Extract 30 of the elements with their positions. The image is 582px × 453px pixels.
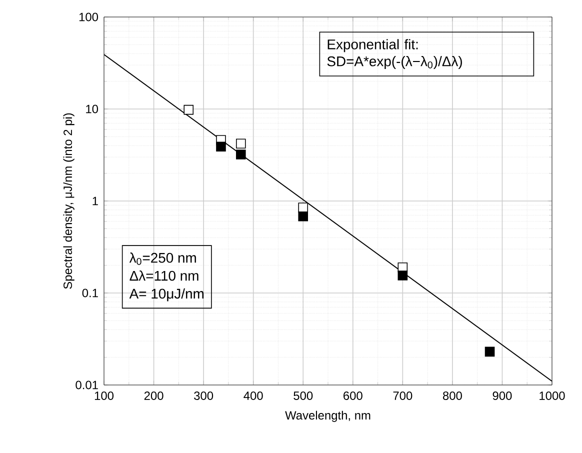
point <box>236 150 246 160</box>
y-axis-title: Spectral density, μJ/nm (into 2 pi) <box>63 113 74 289</box>
point <box>236 138 246 149</box>
annotation: λ$_{0}$=250 nm <box>129 252 196 265</box>
x-tick-label: 800 <box>442 392 462 400</box>
y-tick-label: 10 <box>86 104 98 114</box>
point <box>298 202 308 212</box>
annotation: Δλ=110 nm <box>130 270 198 281</box>
x-tick-label: 1000 <box>540 392 565 400</box>
annotation: A= 10μJ/nm <box>129 288 204 302</box>
x-tick-label: 400 <box>244 392 263 400</box>
x-tick-label: 100 <box>94 392 114 400</box>
point <box>398 270 408 280</box>
point <box>216 142 226 152</box>
x-tick-label: 300 <box>194 392 214 400</box>
y-tick-label: 0.01 <box>76 380 98 390</box>
y-tick-label: 0.1 <box>82 288 98 298</box>
point <box>298 212 308 222</box>
x-tick-label: 900 <box>492 392 512 400</box>
y-tick-label: 1 <box>92 196 98 206</box>
x-tick-label: 600 <box>344 392 362 400</box>
x-tick-label: 200 <box>144 392 164 400</box>
x-tick-label: 500 <box>294 392 313 400</box>
x-tick-label: 700 <box>393 392 412 400</box>
y-tick-label: 100 <box>79 12 98 22</box>
annotation: Exponential fit: <box>328 39 418 52</box>
annotation: SD=A*exp(-(λ−λ$_{0}$)/Δλ) <box>327 56 462 70</box>
point <box>184 104 194 115</box>
x-axis-title: Wavelength, nm <box>285 410 370 422</box>
point <box>484 346 495 357</box>
